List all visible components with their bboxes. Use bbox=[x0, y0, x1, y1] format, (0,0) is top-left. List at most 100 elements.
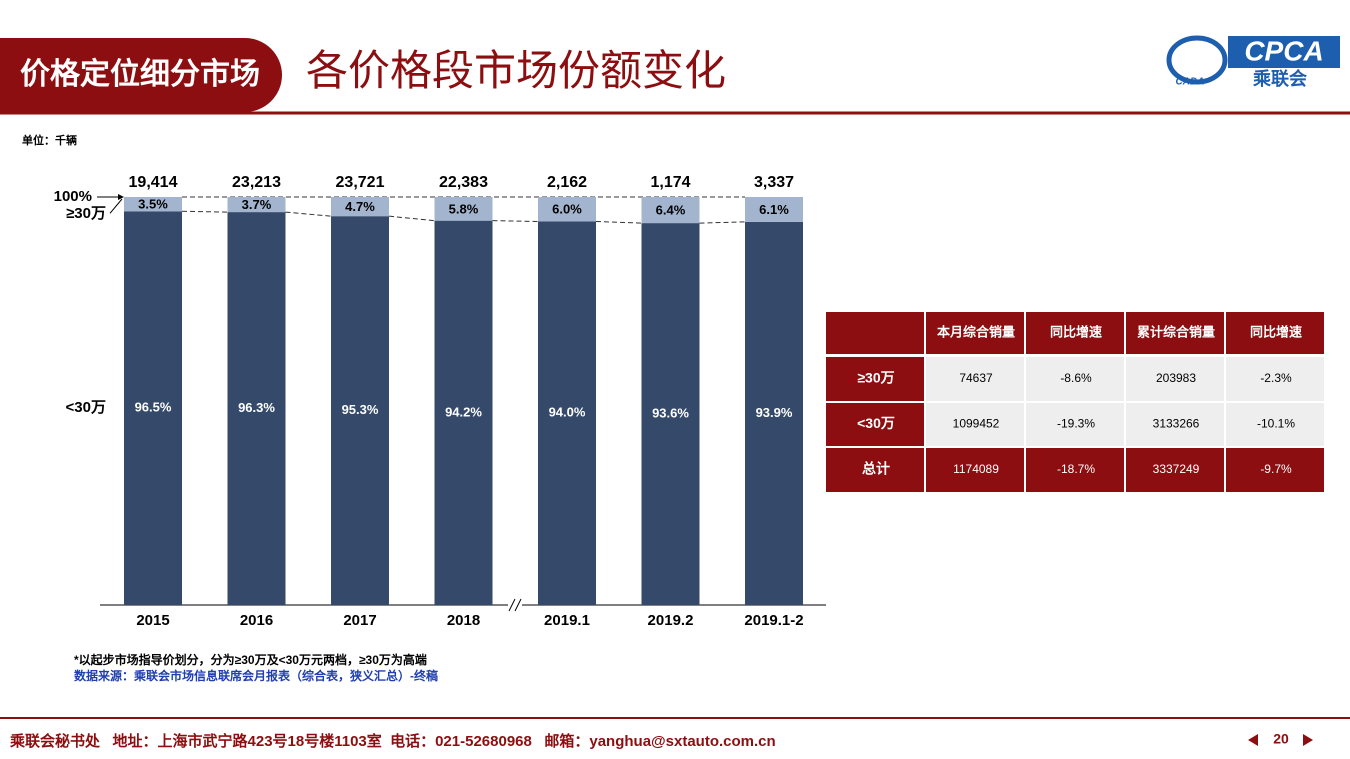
table-cell-text: -19.3% bbox=[1057, 417, 1095, 431]
slide-title: 各价格段市场份额变化 bbox=[306, 47, 726, 94]
total-label: 19,414 bbox=[129, 174, 178, 191]
bar-segment bbox=[331, 197, 389, 217]
table-cell-text: 3337249 bbox=[1153, 462, 1200, 476]
series-label: <30万 bbox=[66, 399, 106, 416]
bar-segment bbox=[124, 197, 182, 212]
table-cell-text: ≥30万 bbox=[857, 370, 894, 386]
logo-small: CADA bbox=[1176, 77, 1205, 88]
next-arrow[interactable] bbox=[1303, 734, 1313, 746]
bar-segment bbox=[538, 221, 596, 606]
table-cell-text: -9.7% bbox=[1260, 462, 1292, 476]
bar-segment bbox=[434, 220, 493, 605]
table-header-cell bbox=[926, 312, 1024, 354]
axis-break bbox=[508, 598, 516, 612]
series-label: ≥30万 bbox=[66, 205, 106, 222]
bar-segment bbox=[641, 223, 700, 605]
x-tick-label: 2019.2 bbox=[648, 612, 694, 629]
total-label: 1,174 bbox=[650, 174, 690, 191]
table-cell bbox=[826, 448, 924, 492]
table-cell-text: -18.7% bbox=[1057, 462, 1095, 476]
table-cell-text: 1174089 bbox=[953, 462, 999, 476]
table-cell-text: 总计 bbox=[862, 461, 890, 477]
logo-sub: 乘联会 bbox=[1252, 68, 1307, 89]
table-cell bbox=[826, 357, 924, 401]
x-tick-label: 2017 bbox=[343, 612, 376, 629]
value-label: 6.4% bbox=[656, 202, 686, 217]
logo-emblem bbox=[1166, 35, 1228, 85]
value-label: 94.2% bbox=[445, 404, 482, 419]
y-tick-label: 100% bbox=[54, 188, 92, 205]
bar-segment bbox=[227, 197, 286, 213]
total-label: 23,213 bbox=[232, 174, 281, 191]
value-label: 6.0% bbox=[552, 202, 582, 217]
table-cell bbox=[1026, 448, 1124, 492]
value-label: 6.1% bbox=[759, 202, 789, 217]
bar-segment bbox=[434, 197, 493, 221]
table-cell-text: -10.1% bbox=[1257, 417, 1295, 431]
source-note: 数据来源：乘联会市场信息联席会月报表（综合表，狭义汇总）-终稿 bbox=[74, 668, 438, 683]
value-label: 3.7% bbox=[242, 197, 272, 212]
x-tick-label: 2016 bbox=[240, 612, 273, 629]
section-tab bbox=[0, 38, 282, 112]
table-cell-text: 74637 bbox=[959, 371, 993, 385]
table-cell bbox=[826, 403, 924, 446]
bar-segment bbox=[745, 221, 803, 605]
logo-box bbox=[1228, 36, 1340, 68]
value-label: 93.9% bbox=[756, 405, 793, 420]
table-cell bbox=[926, 448, 1024, 492]
table-header-cell bbox=[1126, 312, 1224, 354]
total-label: 2,162 bbox=[547, 174, 587, 191]
bar-segment bbox=[331, 216, 389, 605]
table-cell-text: -8.6% bbox=[1060, 371, 1092, 385]
bar-segment bbox=[538, 197, 596, 222]
value-label: 93.6% bbox=[652, 405, 689, 420]
section-label: 价格定位细分市场 bbox=[20, 57, 260, 91]
footer-text: 乘联会秘书处 地址：上海市武宁路423号18号楼1103室 电话：021-526… bbox=[9, 732, 776, 750]
table-header-text: 累计综合销量 bbox=[1137, 324, 1215, 339]
table-header-cell bbox=[1226, 312, 1324, 354]
table-cell bbox=[1226, 357, 1324, 401]
table-cell bbox=[1126, 357, 1224, 401]
table-cell bbox=[926, 403, 1024, 446]
axis-break-bg bbox=[508, 599, 522, 611]
table-cell-text: -2.3% bbox=[1260, 371, 1292, 385]
table-cell bbox=[1226, 403, 1324, 446]
table-cell-text: 203983 bbox=[1156, 371, 1196, 385]
note: *以起步市场指导价划分，分为≥30万及<30万元两档，≥30万为高端 bbox=[74, 652, 427, 667]
value-label: 94.0% bbox=[549, 405, 586, 420]
table-header-cell bbox=[826, 312, 924, 354]
table-cell-text: 1099452 bbox=[953, 417, 1000, 431]
bar-segment bbox=[745, 197, 803, 222]
table-cell bbox=[1026, 403, 1124, 446]
bar-segment bbox=[124, 211, 182, 605]
table-cell bbox=[1126, 448, 1224, 492]
total-label: 22,383 bbox=[439, 174, 488, 191]
total-label: 3,337 bbox=[754, 174, 794, 191]
value-label: 95.3% bbox=[342, 402, 379, 417]
table-header-text: 本月综合销量 bbox=[937, 324, 1015, 339]
value-label: 5.8% bbox=[449, 201, 479, 216]
value-label: 96.3% bbox=[238, 400, 275, 415]
logo-text: CPCA bbox=[1244, 35, 1323, 66]
series-pointer bbox=[109, 198, 123, 214]
x-tick-label: 2015 bbox=[136, 612, 169, 629]
value-label: 3.5% bbox=[138, 197, 168, 212]
value-label: 96.5% bbox=[135, 400, 172, 415]
prev-arrow[interactable] bbox=[1248, 734, 1258, 746]
value-label: 4.7% bbox=[345, 199, 375, 214]
total-label: 23,721 bbox=[336, 174, 385, 191]
unit-label: 单位：千辆 bbox=[22, 133, 77, 147]
table-cell-text: 3133266 bbox=[1153, 417, 1200, 431]
axis-break bbox=[514, 598, 522, 612]
table-header-cell bbox=[1026, 312, 1124, 354]
tick-arrowhead bbox=[118, 194, 124, 200]
x-tick-label: 2019.1-2 bbox=[744, 612, 803, 629]
table-cell-text: <30万 bbox=[857, 415, 895, 431]
x-tick-label: 2018 bbox=[447, 612, 480, 629]
table-header-text: 同比增速 bbox=[1250, 324, 1302, 339]
table-cell bbox=[1126, 403, 1224, 446]
table-header-text: 同比增速 bbox=[1050, 324, 1102, 339]
table-cell bbox=[1026, 357, 1124, 401]
table-cell bbox=[1226, 448, 1324, 492]
